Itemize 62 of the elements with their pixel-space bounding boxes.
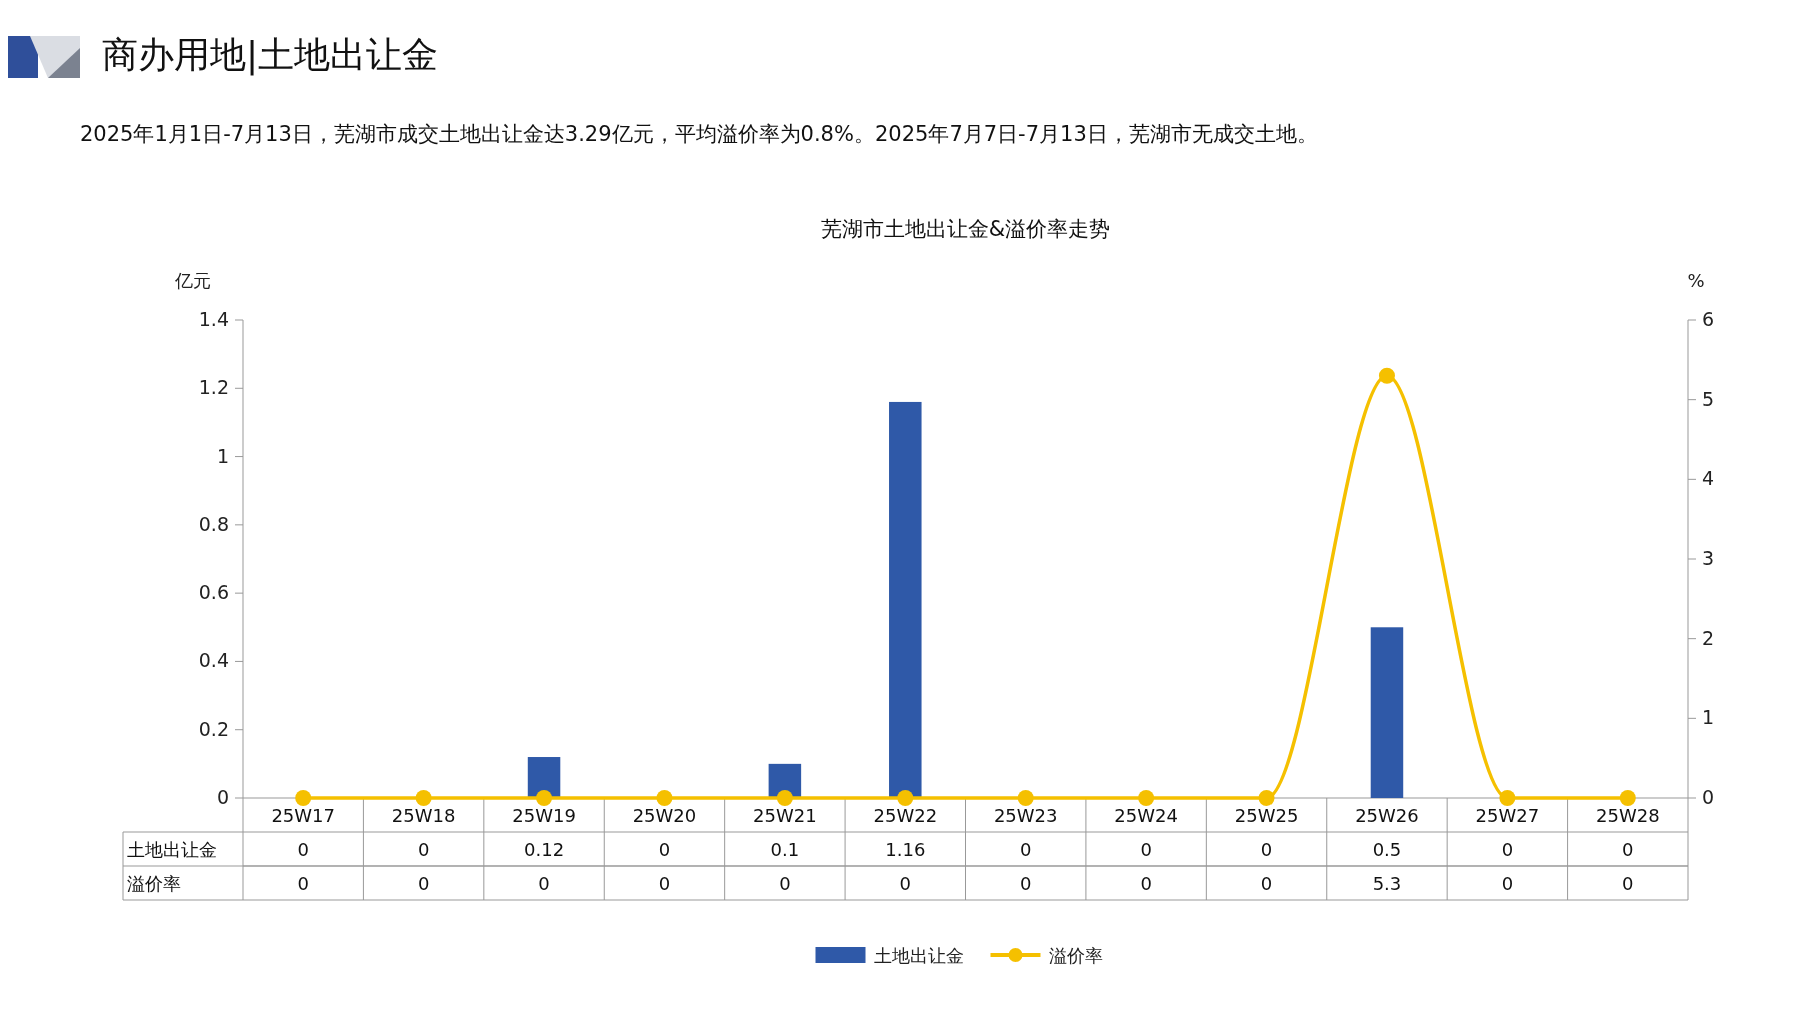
bar bbox=[889, 401, 922, 798]
x-tick-label: 25W21 bbox=[753, 805, 817, 826]
y-tick-label: 0 bbox=[216, 786, 229, 808]
data-label: 0 bbox=[417, 839, 430, 860]
x-tick-label: 25W18 bbox=[391, 805, 456, 826]
x-tick-label: 25W26 bbox=[1355, 805, 1419, 826]
legend-label: 土地出让金 bbox=[873, 945, 964, 966]
data-label: 0 bbox=[1140, 873, 1152, 894]
x-tick-label: 25W28 bbox=[1595, 805, 1660, 826]
y-axis-title: 亿元 bbox=[174, 270, 211, 291]
data-label: 0 bbox=[1501, 839, 1514, 860]
data-label: 0.1 bbox=[770, 839, 800, 860]
y-tick-label: 0.6 bbox=[198, 581, 229, 604]
x-tick-label: 25W19 bbox=[512, 805, 576, 826]
y2-axis-title: % bbox=[1687, 270, 1705, 291]
y-tick-label: 0.8 bbox=[198, 512, 229, 535]
data-label: 0 bbox=[1501, 873, 1514, 894]
data-label: 0.5 bbox=[1372, 839, 1402, 860]
text: 商办用地|土地出让金 bbox=[102, 34, 439, 76]
data-label: 0 bbox=[1019, 873, 1032, 894]
data-label: 0 bbox=[297, 873, 309, 894]
x-tick-label: 25W24 bbox=[1114, 805, 1178, 826]
bar bbox=[1370, 627, 1404, 798]
data-label: 0 bbox=[417, 873, 430, 894]
data-label: 1.16 bbox=[885, 839, 926, 860]
chart-subtitle: 2025年1月1日-7月13日，芜湖市成交土地出让金达3.29亿元，平均溢价率为0.8%。2025年7月7日-7月13日，芜湖市无成交土地。 bbox=[80, 122, 1318, 146]
x-tick-label: 25W27 bbox=[1475, 805, 1540, 826]
x-tick-label: 25W20 bbox=[632, 805, 697, 826]
data-label: 0 bbox=[899, 873, 912, 894]
y2-tick-label: 2 bbox=[1702, 626, 1715, 649]
x-tick-label: 25W25 bbox=[1234, 805, 1299, 826]
data-label: 5.3 bbox=[1372, 873, 1402, 894]
data-label: 0 bbox=[1622, 839, 1634, 860]
chart-title: 芜湖市土地出让金&溢价率走势 bbox=[820, 217, 1111, 241]
text: 溢价率 bbox=[127, 873, 181, 894]
y-tick-label: 1.4 bbox=[198, 308, 229, 330]
data-label: 0 bbox=[658, 839, 671, 860]
y-tick-label: 0.2 bbox=[198, 717, 229, 740]
legend-label: 溢价率 bbox=[1048, 945, 1103, 966]
y2-tick-label: 3 bbox=[1702, 547, 1715, 569]
data-label: 0.12 bbox=[524, 839, 565, 860]
text: 土地出让金 bbox=[127, 839, 217, 860]
y2-tick-label: 6 bbox=[1702, 308, 1715, 330]
x-tick-label: 25W22 bbox=[873, 805, 938, 826]
data-label: 0 bbox=[1019, 839, 1032, 860]
y2-tick-label: 0 bbox=[1702, 786, 1715, 808]
data-label: 0 bbox=[779, 873, 791, 894]
y-tick-label: 0.4 bbox=[198, 649, 229, 672]
x-tick-label: 25W23 bbox=[993, 805, 1058, 826]
y2-tick-label: 5 bbox=[1702, 387, 1715, 410]
y-tick-label: 1 bbox=[216, 444, 229, 467]
data-label: 0 bbox=[1622, 873, 1634, 894]
data-label: 0 bbox=[1260, 873, 1273, 894]
data-label: 0 bbox=[538, 873, 550, 894]
data-label: 0 bbox=[297, 839, 309, 860]
data-label: 0 bbox=[1140, 839, 1152, 860]
x-tick-label: 25W17 bbox=[271, 805, 336, 826]
data-label: 0 bbox=[1260, 839, 1273, 860]
y-tick-label: 1.2 bbox=[198, 376, 229, 399]
y2-tick-label: 4 bbox=[1702, 467, 1715, 490]
data-label: 0 bbox=[658, 873, 671, 894]
y2-tick-label: 1 bbox=[1702, 706, 1715, 729]
